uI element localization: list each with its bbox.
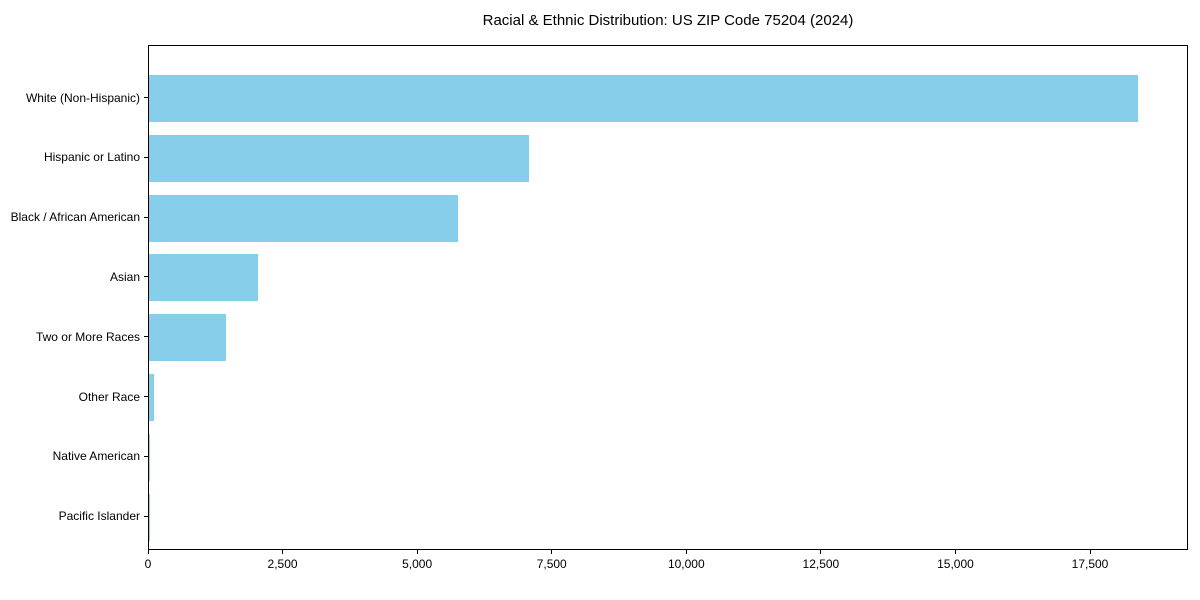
x-tick-mark — [685, 550, 687, 554]
bar-other-race — [149, 374, 155, 421]
bar-asian — [149, 254, 258, 302]
y-tick-mark — [144, 336, 148, 338]
bar-black-african-american — [149, 194, 458, 242]
x-tick-label-12500: 12,500 — [802, 557, 840, 571]
y-tick-mark — [144, 396, 148, 397]
chart-title: Racial & Ethnic Distribution: US ZIP Cod… — [482, 12, 854, 29]
x-tick-mark — [147, 550, 149, 554]
bar-hispanic-or-latino — [149, 134, 530, 182]
y-tick-label-asian: Asian — [109, 269, 140, 284]
x-tick-mark — [954, 550, 956, 554]
y-tick-label-native-american: Native American — [52, 449, 140, 464]
x-tick-label-15000: 15,000 — [937, 557, 974, 571]
x-tick-label-0: 0 — [144, 557, 152, 571]
y-tick-mark — [144, 276, 148, 278]
bar-native-american — [149, 433, 151, 481]
plot-area — [148, 45, 1188, 550]
x-tick-label-2500: 2,500 — [267, 557, 298, 571]
x-tick-label-7500: 7,500 — [536, 557, 567, 571]
x-tick-label-10000: 10,000 — [667, 557, 705, 571]
x-tick-mark — [416, 550, 418, 554]
x-tick-mark — [551, 550, 553, 554]
y-tick-mark — [144, 97, 148, 98]
y-tick-label-pacific-islander: Pacific Islander — [58, 509, 140, 524]
y-tick-mark — [144, 515, 148, 517]
y-tick-label-other-race: Other Race — [78, 389, 140, 404]
y-tick-label-white-non-hispanic: White (Non-Hispanic) — [25, 90, 140, 105]
y-tick-label-hispanic-or-latino: Hispanic or Latino — [43, 150, 140, 165]
bar-white-non-hispanic — [149, 75, 1138, 122]
y-tick-label-black-african-american: Black / African American — [10, 210, 140, 225]
bar-two-or-more-races — [149, 314, 226, 362]
y-tick-mark — [144, 156, 148, 158]
x-tick-label-17500: 17,500 — [1071, 557, 1109, 571]
y-tick-mark — [144, 455, 148, 457]
x-tick-mark — [282, 550, 284, 554]
y-tick-mark — [144, 216, 148, 218]
x-tick-mark — [1089, 550, 1091, 554]
x-tick-mark — [820, 550, 822, 554]
x-tick-label-5000: 5,000 — [402, 557, 433, 571]
y-tick-label-two-or-more-races: Two or More Races — [35, 329, 140, 344]
